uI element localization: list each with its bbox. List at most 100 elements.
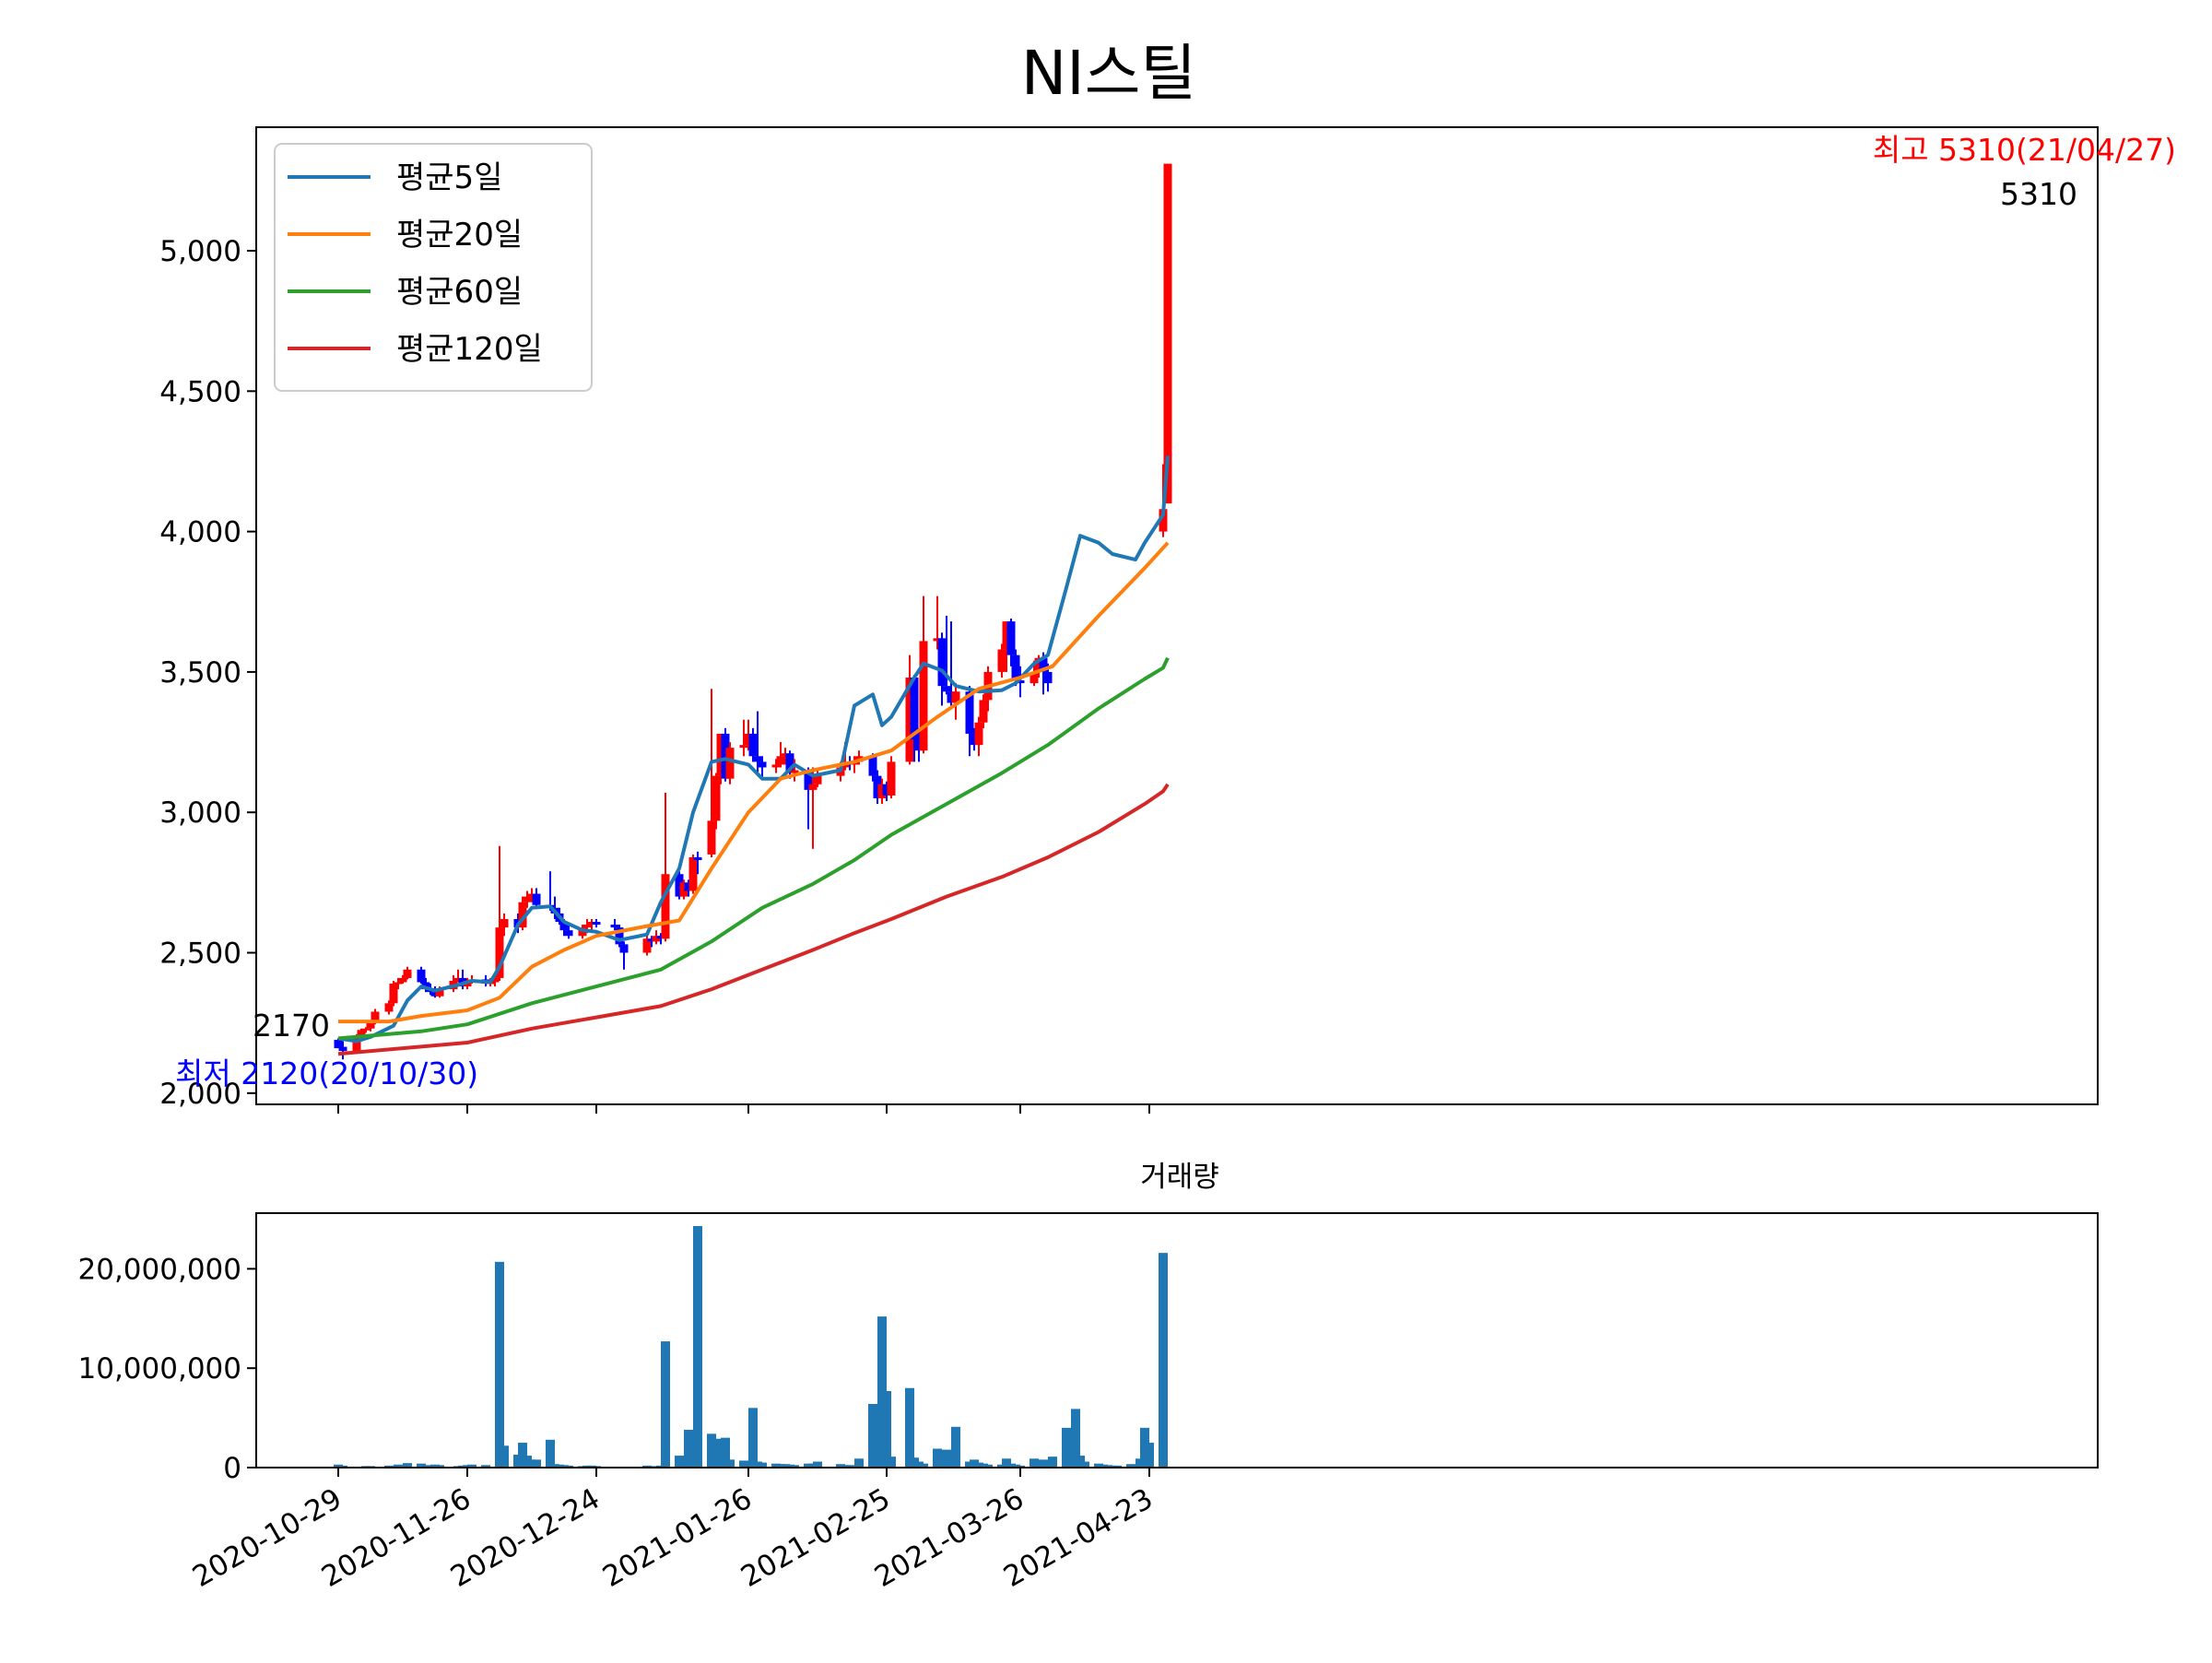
candle-up bbox=[951, 691, 960, 703]
candle-up bbox=[642, 938, 652, 953]
candle-up bbox=[974, 722, 983, 746]
candle-down bbox=[873, 775, 882, 798]
candle-down bbox=[615, 927, 624, 945]
volume-bar bbox=[546, 1439, 555, 1468]
candle-up bbox=[1034, 657, 1043, 672]
legend-label: 평균5일 bbox=[396, 159, 502, 196]
volume-bar bbox=[495, 1261, 504, 1468]
candle-up bbox=[587, 922, 596, 926]
candle-up bbox=[716, 733, 725, 776]
candle-up bbox=[361, 1028, 371, 1031]
candle-up bbox=[652, 936, 661, 942]
high-price-value: 5310 bbox=[2000, 176, 2077, 212]
candle-up bbox=[808, 784, 818, 790]
candle-down bbox=[656, 936, 665, 939]
legend-box bbox=[274, 143, 593, 392]
price-axes-frame bbox=[255, 126, 2099, 1105]
candle-down bbox=[970, 733, 979, 746]
candle-down bbox=[564, 930, 573, 937]
price-ytick-label: 4,500 bbox=[159, 375, 241, 408]
candle-up bbox=[781, 753, 790, 757]
candle-down bbox=[1006, 621, 1016, 655]
candle-down bbox=[721, 733, 730, 779]
candle-up bbox=[1002, 621, 1011, 650]
candle-up bbox=[582, 925, 592, 928]
candle-up bbox=[518, 902, 527, 928]
volume-bar bbox=[942, 1449, 951, 1468]
volume-bar bbox=[758, 1462, 767, 1468]
price-ytick-label: 5,000 bbox=[159, 235, 241, 268]
candle-up bbox=[905, 678, 914, 762]
candle-up bbox=[712, 775, 721, 821]
volume-bar bbox=[919, 1463, 928, 1468]
candle-up bbox=[919, 641, 928, 751]
candle-up bbox=[389, 984, 398, 1004]
candle-down bbox=[753, 756, 762, 762]
candle-down bbox=[693, 856, 702, 860]
volume-bar bbox=[748, 1408, 758, 1468]
volume-bar bbox=[1145, 1443, 1154, 1468]
price-ytick-label: 4,000 bbox=[159, 516, 241, 549]
candle-up bbox=[979, 700, 988, 723]
volume-bar bbox=[854, 1458, 864, 1468]
ma-line bbox=[338, 541, 1170, 1024]
volume-bar bbox=[1002, 1458, 1011, 1468]
candle-up bbox=[887, 761, 896, 796]
candle-down bbox=[338, 1046, 347, 1052]
candle-up bbox=[997, 649, 1006, 672]
candle-down bbox=[804, 770, 813, 790]
volume-bar bbox=[532, 1459, 541, 1468]
price-chart-title: NI스틸 bbox=[1021, 38, 1196, 109]
volume-bar bbox=[467, 1464, 477, 1468]
volume-bar bbox=[394, 1464, 403, 1468]
volume-bar bbox=[435, 1465, 444, 1468]
candle-down bbox=[421, 982, 430, 990]
ma-line bbox=[337, 455, 1170, 1044]
volume-bar bbox=[1016, 1465, 1025, 1468]
candle-up bbox=[707, 820, 716, 855]
volume-bar bbox=[1159, 1253, 1168, 1468]
volume-bar bbox=[721, 1437, 730, 1468]
volume-bar bbox=[661, 1341, 670, 1468]
ma-line bbox=[337, 783, 1170, 1056]
first-price-value: 2170 bbox=[253, 1008, 330, 1044]
candle-down bbox=[532, 893, 541, 905]
candle-down bbox=[942, 686, 951, 692]
candle-down bbox=[868, 756, 877, 776]
legend-label: 평균60일 bbox=[396, 274, 523, 311]
candle-up bbox=[384, 1003, 394, 1012]
volume-bars-group bbox=[334, 1226, 1168, 1468]
candle-up bbox=[398, 977, 407, 983]
candle-down bbox=[1043, 671, 1053, 684]
candle-down bbox=[785, 753, 794, 773]
volume-axes-group: 0 10,000,000 20,000,000 bbox=[78, 1253, 256, 1485]
volume-bar bbox=[905, 1387, 914, 1468]
candle-down bbox=[937, 638, 947, 687]
candle-up bbox=[744, 733, 753, 746]
volume-bar bbox=[951, 1426, 960, 1468]
candle-down bbox=[559, 922, 569, 931]
candle-up bbox=[523, 896, 532, 902]
price-ytick-label: 3,000 bbox=[159, 796, 241, 830]
candle-up bbox=[527, 893, 536, 897]
candle-up bbox=[403, 969, 412, 978]
volume-bar bbox=[417, 1463, 426, 1468]
annotations-group: 최고 5310(21/04/27) 5310 2170 최저 2120(20/1… bbox=[175, 132, 2176, 1091]
volume-bar bbox=[882, 1390, 891, 1468]
volume-bar bbox=[1112, 1465, 1122, 1468]
candle-down bbox=[1039, 657, 1048, 672]
candle-down bbox=[675, 874, 684, 897]
candle-up bbox=[933, 638, 942, 642]
volume-bar bbox=[338, 1465, 347, 1468]
candle-up bbox=[1159, 509, 1168, 532]
volume-bar bbox=[887, 1457, 896, 1468]
candle-up bbox=[877, 784, 887, 798]
volume-bar bbox=[693, 1226, 702, 1468]
candle-down bbox=[610, 925, 619, 928]
candle-down bbox=[417, 969, 426, 983]
volume-bar bbox=[564, 1465, 573, 1468]
volume-axes-frame bbox=[255, 1212, 2099, 1468]
candle-up bbox=[500, 918, 509, 928]
